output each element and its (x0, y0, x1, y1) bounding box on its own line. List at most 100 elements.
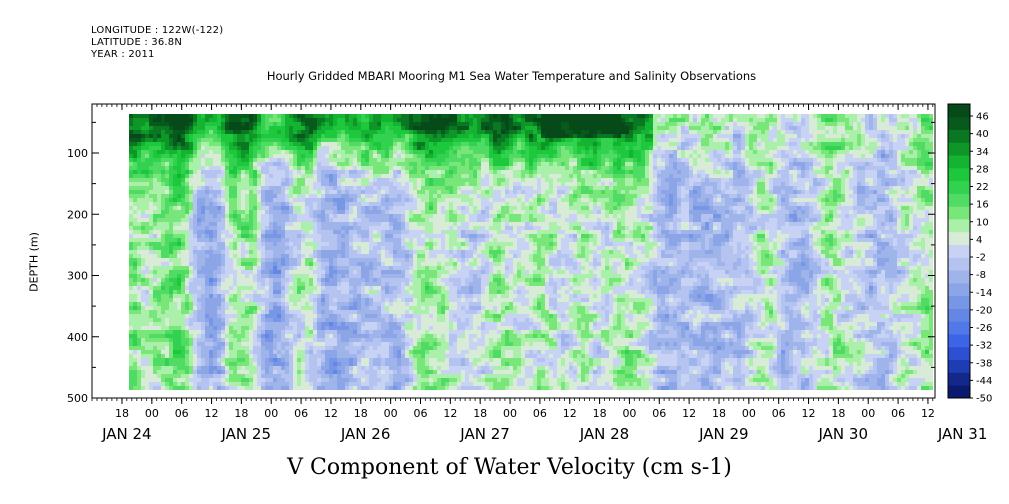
heatmap-cell (809, 118, 813, 122)
heatmap-cell (401, 154, 405, 158)
heatmap-cell (197, 138, 201, 142)
heatmap-cell (629, 122, 633, 126)
heatmap-cell (377, 122, 381, 126)
heatmap-cell (433, 198, 437, 202)
heatmap-cell (689, 162, 693, 166)
heatmap-cell (161, 134, 165, 138)
heatmap-cell (873, 182, 877, 186)
heatmap-cell (689, 150, 693, 154)
heatmap-cell (173, 170, 177, 174)
heatmap-cell (765, 198, 769, 202)
heatmap-cell (305, 198, 309, 202)
heatmap-cell (589, 166, 593, 170)
heatmap-cell (621, 210, 625, 214)
heatmap-cell (905, 198, 909, 202)
heatmap-cell (409, 118, 413, 122)
heatmap-cell (873, 150, 877, 154)
heatmap-cell (229, 174, 233, 178)
heatmap-cell (793, 114, 797, 118)
heatmap-cell (445, 170, 449, 174)
heatmap-cell (837, 118, 841, 122)
heatmap-cell (345, 210, 349, 214)
heatmap-cell (777, 178, 781, 182)
heatmap-cell (537, 190, 541, 194)
heatmap-cell (469, 210, 473, 214)
heatmap-cell (585, 142, 589, 146)
heatmap-cell (153, 194, 157, 198)
heatmap-cell (909, 190, 913, 194)
heatmap-cell (325, 134, 329, 138)
heatmap-cell (509, 206, 513, 210)
heatmap-cell (521, 142, 525, 146)
heatmap-cell (809, 186, 813, 190)
heatmap-cell (129, 170, 133, 174)
heatmap-cell (825, 178, 829, 182)
heatmap-cell (609, 194, 613, 198)
heatmap-cell (609, 202, 613, 206)
heatmap-cell (773, 114, 777, 118)
heatmap-cell (741, 154, 745, 158)
heatmap-cell (181, 150, 185, 154)
heatmap-cell (193, 138, 197, 142)
heatmap-cell (293, 134, 297, 138)
heatmap-cell (869, 202, 873, 206)
heatmap-cell (213, 186, 217, 190)
heatmap-cell (413, 182, 417, 186)
heatmap-cell (761, 194, 765, 198)
heatmap-cell (917, 130, 921, 134)
heatmap-cell (573, 182, 577, 186)
heatmap-cell (233, 182, 237, 186)
heatmap-cell (421, 150, 425, 154)
heatmap-cell (613, 178, 617, 182)
heatmap-cell (633, 186, 637, 190)
heatmap-cell (529, 118, 533, 122)
heatmap-cell (845, 138, 849, 142)
heatmap-cell (369, 154, 373, 158)
heatmap-cell (237, 182, 241, 186)
heatmap-cell (553, 114, 557, 118)
heatmap-cell (621, 146, 625, 150)
heatmap-cell (185, 142, 189, 146)
heatmap-cell (357, 194, 361, 198)
heatmap-cell (593, 162, 597, 166)
heatmap-cell (473, 202, 477, 206)
heatmap-cell (329, 126, 333, 130)
heatmap-cell (389, 174, 393, 178)
heatmap-cell (601, 158, 605, 162)
heatmap-cell (649, 190, 653, 194)
heatmap-cell (337, 182, 341, 186)
heatmap-cell (313, 166, 317, 170)
heatmap-cell (157, 186, 161, 190)
heatmap-cell (885, 126, 889, 130)
heatmap-cell (409, 162, 413, 166)
heatmap-cell (565, 202, 569, 206)
heatmap-cell (433, 202, 437, 206)
heatmap-cell (461, 186, 465, 190)
heatmap-cell (309, 130, 313, 134)
heatmap-cell (501, 162, 505, 166)
heatmap-cell (149, 174, 153, 178)
heatmap-cell (169, 186, 173, 190)
heatmap-cell (653, 150, 657, 154)
heatmap-cell (305, 182, 309, 186)
heatmap-cell (581, 114, 585, 118)
heatmap-cell (769, 210, 773, 214)
heatmap-cell (861, 194, 865, 198)
heatmap-cell (693, 138, 697, 142)
heatmap-cell (449, 198, 453, 202)
heatmap-cell (669, 134, 673, 138)
heatmap-cell (665, 194, 669, 198)
heatmap-cell (853, 126, 857, 130)
heatmap-cell (833, 126, 837, 130)
heatmap-cell (717, 174, 721, 178)
heatmap-cell (305, 170, 309, 174)
heatmap-cell (517, 198, 521, 202)
heatmap-cell (357, 122, 361, 126)
heatmap-cell (669, 190, 673, 194)
heatmap-cell (149, 162, 153, 166)
heatmap-cell (397, 114, 401, 118)
heatmap-cell (605, 138, 609, 142)
heatmap-cell (737, 210, 741, 214)
heatmap-cell (829, 194, 833, 198)
heatmap-cell (201, 194, 205, 198)
